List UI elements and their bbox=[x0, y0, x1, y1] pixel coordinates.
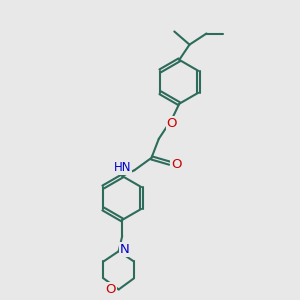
Text: O: O bbox=[105, 283, 116, 296]
Text: HN: HN bbox=[113, 161, 131, 174]
Text: N: N bbox=[120, 243, 130, 256]
Text: O: O bbox=[167, 117, 177, 130]
Text: O: O bbox=[171, 158, 181, 171]
